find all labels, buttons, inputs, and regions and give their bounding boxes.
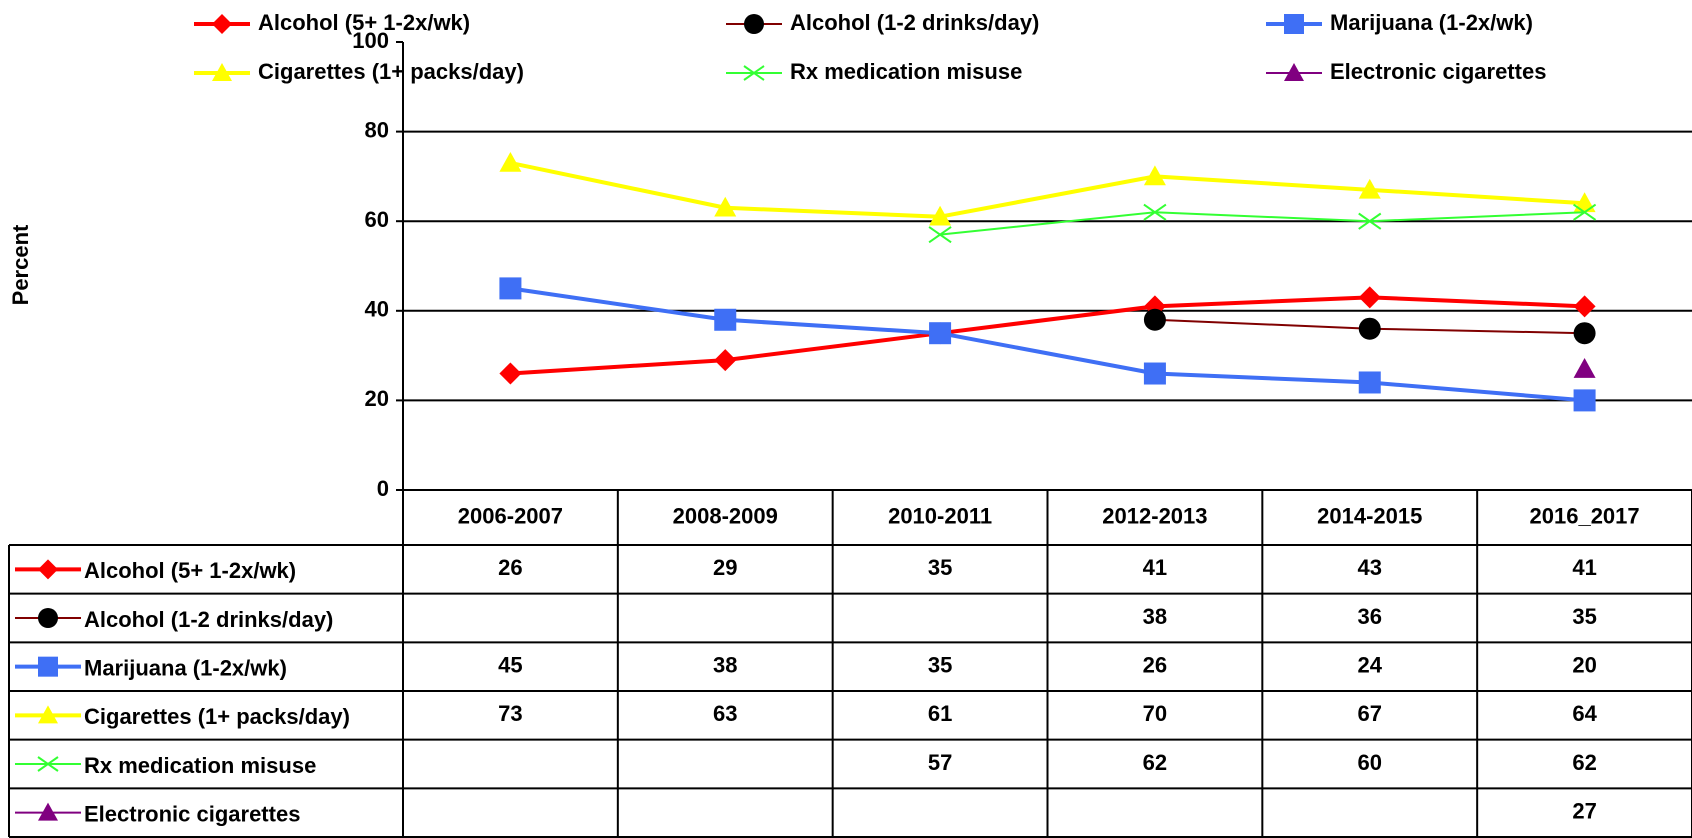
marker — [212, 14, 232, 34]
marker — [1143, 362, 1166, 385]
legend-label: Alcohol (5+ 1-2x/wk) — [258, 10, 470, 35]
marker — [38, 656, 58, 677]
marker — [1358, 286, 1381, 309]
table-row-label: Marijuana (1-2x/wk) — [84, 655, 287, 680]
marker — [38, 559, 58, 580]
y-tick-label: 80 — [365, 117, 389, 142]
table-value: 62 — [1143, 750, 1167, 775]
table-value: 41 — [1572, 555, 1596, 580]
table-value: 26 — [498, 555, 522, 580]
table-value: 70 — [1143, 701, 1167, 726]
table-value: 29 — [713, 555, 737, 580]
marker — [929, 205, 952, 226]
series-line — [510, 161, 1585, 219]
x-tick-label: 2010-2011 — [888, 503, 992, 528]
legend-label: Marijuana (1-2x/wk) — [1330, 10, 1533, 35]
marker — [1358, 178, 1381, 199]
table-value: 61 — [928, 701, 952, 726]
y-tick-label: 0 — [377, 476, 389, 501]
marker — [38, 705, 58, 724]
table-row-label: Electronic cigarettes — [84, 801, 300, 826]
x-tick-label: 2012-2013 — [1102, 503, 1207, 528]
table-value: 63 — [713, 701, 737, 726]
legend-label: Electronic cigarettes — [1330, 59, 1546, 84]
marker — [1358, 317, 1381, 340]
marker — [1284, 14, 1304, 34]
table-value: 38 — [1143, 604, 1167, 629]
marker — [1143, 203, 1167, 221]
marker — [38, 608, 58, 628]
table-value: 24 — [1358, 652, 1383, 677]
marker — [1573, 389, 1596, 412]
table-value: 60 — [1358, 750, 1382, 775]
table-value: 27 — [1572, 798, 1596, 823]
marker — [929, 322, 952, 345]
marker — [1573, 203, 1597, 221]
marker — [743, 65, 765, 81]
table-value: 38 — [713, 652, 737, 677]
table-value: 62 — [1572, 750, 1596, 775]
marker — [1358, 371, 1381, 394]
marker — [37, 756, 59, 772]
marker — [499, 151, 522, 172]
y-tick-label: 100 — [352, 28, 389, 53]
marker — [212, 63, 232, 81]
series-line — [510, 295, 1585, 376]
x-tick-label: 2014-2015 — [1317, 503, 1422, 528]
table-value: 67 — [1358, 701, 1382, 726]
marker — [1573, 295, 1596, 318]
marker — [714, 349, 737, 372]
legend-label: Cigarettes (1+ packs/day) — [258, 59, 524, 84]
table-row-label: Rx medication misuse — [84, 753, 316, 778]
table-row-label: Alcohol (5+ 1-2x/wk) — [84, 558, 296, 583]
table-value: 41 — [1143, 555, 1167, 580]
marker — [1358, 212, 1382, 230]
marker — [714, 308, 737, 331]
marker — [499, 277, 522, 300]
series-line — [939, 211, 1585, 236]
table-row-label: Cigarettes (1+ packs/day) — [84, 704, 350, 729]
marker — [1573, 322, 1596, 345]
x-tick-label: 2016_2017 — [1530, 503, 1640, 528]
y-tick-label: 20 — [365, 386, 389, 411]
table-value: 35 — [928, 555, 952, 580]
table-value: 43 — [1358, 555, 1382, 580]
x-tick-label: 2006-2007 — [458, 503, 563, 528]
series-line — [510, 286, 1585, 403]
legend-label: Rx medication misuse — [790, 59, 1022, 84]
legend-label: Alcohol (1-2 drinks/day) — [790, 10, 1039, 35]
table-value: 64 — [1572, 701, 1597, 726]
table-value: 35 — [1572, 604, 1596, 629]
marker — [714, 196, 737, 217]
y-axis-label: Percent — [8, 224, 33, 305]
table-value: 26 — [1143, 652, 1167, 677]
table-row-label: Alcohol (1-2 drinks/day) — [84, 607, 333, 632]
x-tick-label: 2008-2009 — [673, 503, 778, 528]
table-value: 45 — [498, 652, 522, 677]
table-value: 73 — [498, 701, 522, 726]
marker — [1573, 192, 1596, 213]
table-value: 20 — [1572, 652, 1596, 677]
marker — [1573, 358, 1596, 378]
marker — [744, 14, 764, 34]
y-tick-label: 60 — [365, 207, 389, 232]
table-value: 57 — [928, 750, 952, 775]
marker — [38, 802, 58, 821]
marker — [1143, 165, 1166, 186]
marker — [928, 226, 952, 244]
table-value: 35 — [928, 652, 952, 677]
marker — [1143, 308, 1166, 331]
marker — [499, 362, 522, 385]
y-tick-label: 40 — [365, 297, 389, 322]
marker — [1284, 63, 1304, 81]
table-value: 36 — [1358, 604, 1382, 629]
